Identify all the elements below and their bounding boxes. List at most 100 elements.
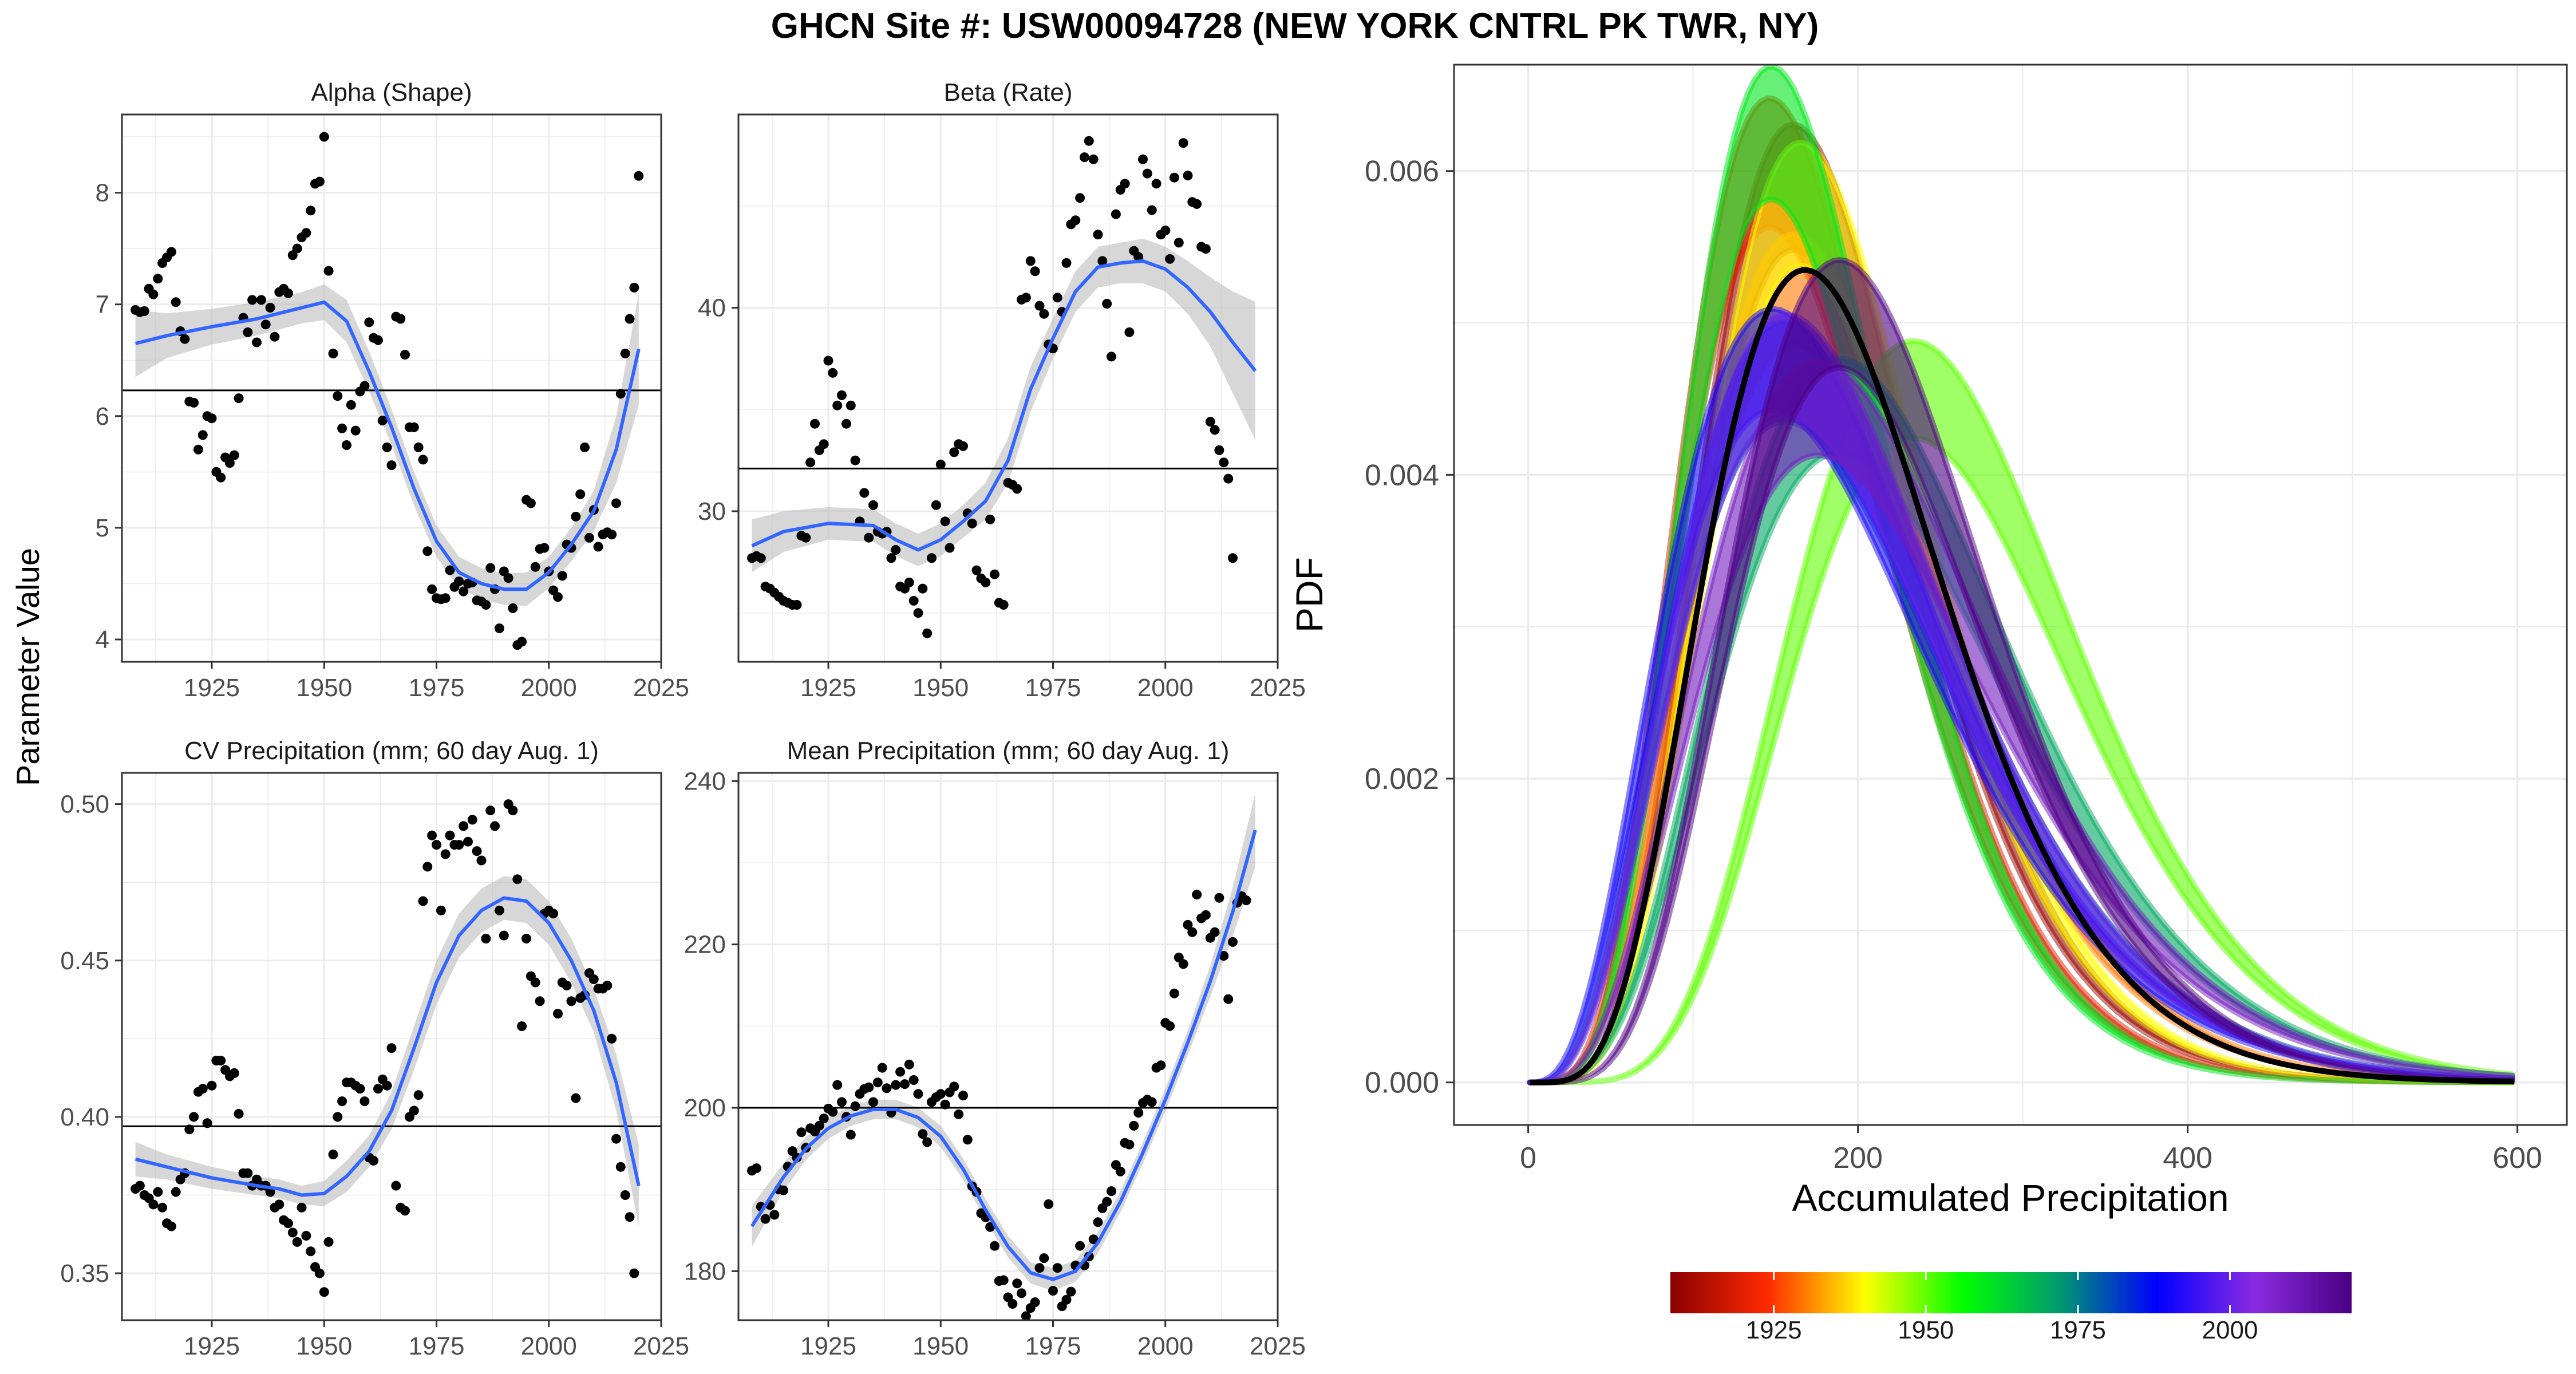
- panel-1: Alpha (Shape) 1925 1950 1975 2000 2025 4 5 6 7 8: [96, 78, 689, 702]
- data-point: [886, 553, 896, 563]
- data-point: [1214, 893, 1224, 903]
- data-point: [234, 393, 244, 404]
- data-point: [359, 381, 370, 391]
- data-point: [481, 600, 491, 610]
- data-point: [373, 335, 383, 345]
- y-tick-label: 220: [684, 931, 726, 959]
- data-point: [877, 1063, 887, 1073]
- x-tick-label: 2000: [521, 674, 577, 702]
- data-point: [427, 830, 437, 840]
- data-point: [1012, 484, 1022, 494]
- data-point: [949, 447, 959, 457]
- data-point: [864, 532, 874, 543]
- data-point: [490, 821, 500, 831]
- data-point: [153, 1187, 163, 1197]
- data-point: [872, 1077, 883, 1088]
- data-point: [440, 593, 451, 603]
- data-point: [467, 815, 477, 825]
- colorbar-tick-label: 1925: [1746, 1316, 1802, 1344]
- data-point: [913, 1089, 923, 1099]
- data-point: [386, 1043, 397, 1053]
- data-point: [908, 1075, 919, 1085]
- x-tick-label: 1925: [800, 674, 856, 702]
- data-point: [625, 314, 635, 324]
- plot-area: [122, 132, 661, 650]
- panel-border: [121, 772, 662, 1321]
- data-point: [1214, 445, 1224, 455]
- data-point: [445, 830, 455, 840]
- data-point: [409, 1105, 419, 1116]
- data-point: [1219, 457, 1229, 468]
- data-point: [454, 577, 464, 586]
- data-point: [287, 1227, 298, 1238]
- x-tick-label: 1950: [296, 1332, 352, 1360]
- data-point: [503, 573, 513, 583]
- data-point: [328, 1150, 338, 1159]
- data-point: [166, 247, 176, 257]
- data-point: [499, 930, 509, 941]
- panel-title: Alpha (Shape): [311, 78, 472, 106]
- y-tick-label: 30: [698, 498, 726, 526]
- data-point: [629, 1268, 639, 1278]
- data-point: [1075, 193, 1085, 203]
- data-point: [985, 1222, 995, 1232]
- data-point: [751, 1163, 761, 1174]
- data-point: [1156, 1060, 1166, 1071]
- data-point: [369, 1155, 379, 1166]
- data-point: [1187, 927, 1198, 937]
- x-tick-label: 1975: [1025, 1332, 1081, 1360]
- data-point: [382, 442, 392, 452]
- x-tick-label: 1925: [184, 674, 240, 702]
- mean-pdf-curve: [1530, 267, 2514, 1085]
- y-tick-label: 180: [684, 1257, 726, 1285]
- data-point: [846, 400, 856, 410]
- data-point: [625, 1212, 635, 1222]
- data-point: [949, 1081, 959, 1092]
- data-point: [1061, 258, 1072, 268]
- data-point: [243, 327, 253, 337]
- data-point: [306, 1246, 316, 1257]
- data-point: [1147, 1097, 1157, 1107]
- data-point: [1178, 959, 1188, 969]
- data-point: [494, 623, 504, 633]
- y-tick-label: 240: [684, 767, 726, 795]
- data-point: [553, 592, 563, 602]
- data-point: [1147, 205, 1157, 215]
- data-point: [530, 562, 540, 572]
- data-point: [229, 450, 239, 460]
- data-point: [539, 543, 550, 553]
- data-point: [301, 228, 311, 238]
- data-point: [1097, 256, 1108, 266]
- data-point: [216, 472, 226, 483]
- smooth-line: [135, 300, 641, 591]
- data-point: [611, 498, 621, 508]
- data-point: [202, 1118, 212, 1128]
- y-axis-label: PDF: [1288, 557, 1330, 633]
- data-point: [314, 176, 325, 187]
- data-point: [819, 1114, 829, 1124]
- data-point: [207, 1080, 217, 1091]
- data-point: [935, 1089, 946, 1099]
- data-point: [935, 459, 946, 469]
- x-tick-label: 2025: [633, 1332, 689, 1360]
- data-point: [139, 306, 149, 316]
- colorbar-tick-label: 1975: [2050, 1316, 2106, 1344]
- data-point: [247, 295, 258, 305]
- data-point: [459, 586, 469, 597]
- data-point: [454, 840, 464, 850]
- data-point: [400, 1206, 410, 1216]
- data-point: [841, 418, 851, 429]
- data-point: [954, 1109, 964, 1119]
- data-point: [958, 1091, 968, 1101]
- colorbar-tick-label: 1950: [1898, 1316, 1954, 1344]
- data-point: [328, 349, 338, 358]
- data-point: [1174, 238, 1184, 248]
- x-tick-label: 1925: [184, 1332, 240, 1360]
- data-point: [607, 530, 617, 540]
- data-point: [945, 543, 955, 553]
- colorbar: [1670, 1272, 2352, 1313]
- data-point: [1115, 1166, 1125, 1176]
- data-point: [779, 1185, 788, 1195]
- x-axis-label: Accumulated Precipitation: [1792, 1176, 2229, 1219]
- data-point: [1165, 254, 1175, 264]
